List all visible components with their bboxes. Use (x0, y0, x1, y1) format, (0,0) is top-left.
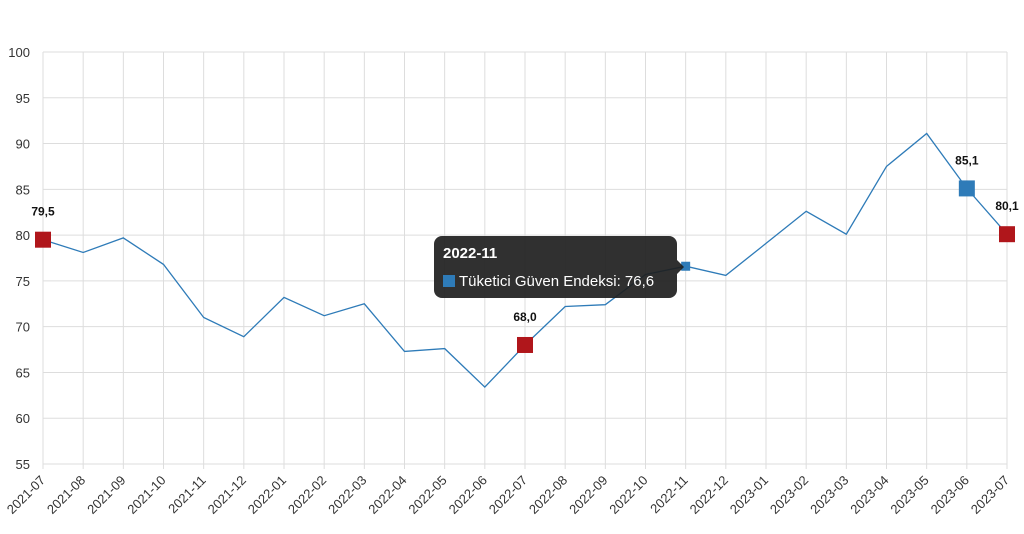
data-label: 68,0 (513, 310, 537, 324)
x-tick-label: 2022-09 (566, 473, 610, 517)
chart-tooltip: 2022-11 Tüketici Güven Endeksi: 76,6 (434, 236, 684, 298)
x-tick-label: 2022-10 (606, 473, 650, 517)
x-tick-label: 2022-02 (285, 473, 329, 517)
y-tick-label: 85 (16, 182, 30, 197)
highlight-marker (517, 336, 533, 353)
x-tick-label: 2022-08 (526, 473, 570, 517)
y-tick-label: 60 (16, 411, 30, 426)
tooltip-series-swatch (443, 275, 455, 287)
tooltip-row: Tüketici Güven Endeksi: 76,6 (443, 272, 668, 292)
x-axis-tick-labels: 2021-072021-082021-092021-102021-112021-… (4, 473, 1012, 517)
y-tick-label: 75 (16, 274, 30, 289)
x-tick-label: 2023-03 (807, 473, 851, 517)
highlight-marker (35, 231, 51, 248)
data-label: 85,1 (955, 153, 979, 167)
x-tick-label: 2023-01 (727, 473, 771, 517)
x-tick-label: 2022-04 (365, 473, 409, 517)
data-label: 80,1 (995, 199, 1019, 213)
x-tick-label: 2021-12 (205, 473, 249, 517)
tooltip-caret (677, 260, 684, 274)
x-tick-label: 2023-04 (847, 473, 891, 517)
x-tick-label: 2022-03 (325, 473, 369, 517)
x-tick-label: 2022-01 (245, 473, 289, 517)
x-tick-label: 2021-07 (4, 473, 48, 517)
x-tick-label: 2022-06 (446, 473, 490, 517)
hover-point-marker[interactable] (681, 261, 691, 271)
x-tick-label: 2022-12 (687, 473, 731, 517)
x-tick-label: 2022-07 (486, 473, 530, 517)
y-tick-label: 80 (16, 228, 30, 243)
tooltip-title: 2022-11 (443, 245, 498, 262)
y-tick-label: 90 (16, 137, 30, 152)
x-tick-label: 2021-10 (124, 473, 168, 517)
x-tick-label: 2023-07 (968, 473, 1012, 517)
data-labels: 79,5 68,0 85,1 80,1 (31, 153, 1019, 324)
y-axis-tick-labels: 55 60 65 70 75 80 85 90 95 100 (8, 45, 30, 472)
x-tick-label: 2021-08 (44, 473, 88, 517)
x-tick-label: 2022-05 (405, 473, 449, 517)
tooltip-text: Tüketici Güven Endeksi: 76,6 (459, 273, 655, 290)
y-tick-label: 100 (8, 45, 30, 60)
highlight-marker (958, 180, 975, 197)
x-tick-label: 2023-06 (928, 473, 972, 517)
y-tick-label: 70 (16, 320, 30, 335)
highlight-markers (35, 180, 1015, 353)
y-tick-label: 55 (16, 457, 30, 472)
highlight-marker (999, 226, 1015, 243)
x-tick-label: 2023-05 (887, 473, 931, 517)
x-tick-label: 2023-02 (767, 473, 811, 517)
y-tick-label: 95 (16, 91, 30, 106)
x-tick-label: 2021-11 (165, 473, 209, 517)
data-label: 79,5 (31, 205, 55, 219)
x-tick-label: 2021-09 (84, 473, 128, 517)
x-tick-label: 2022-11 (647, 473, 691, 517)
y-tick-label: 65 (16, 365, 30, 380)
